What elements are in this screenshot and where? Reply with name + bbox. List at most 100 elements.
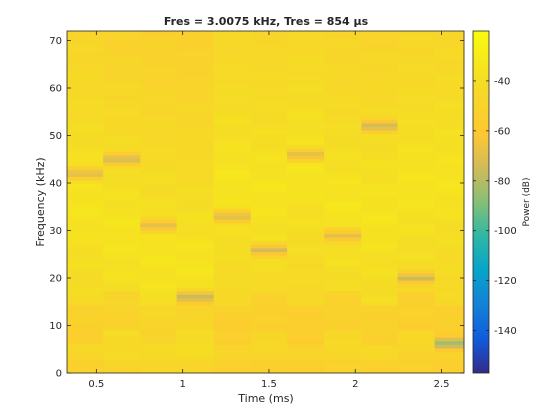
heatmap-cell xyxy=(324,133,362,138)
heatmap-cell xyxy=(176,230,215,235)
heatmap-cell xyxy=(176,337,215,342)
heatmap-cell xyxy=(250,298,288,302)
heatmap-cell xyxy=(434,48,465,52)
heatmap-cell xyxy=(176,237,215,242)
heatmap-cell xyxy=(250,201,288,206)
heatmap-cell xyxy=(324,65,362,70)
heatmap-cell xyxy=(67,355,104,360)
heatmap-cell xyxy=(67,108,104,113)
heatmap-cell xyxy=(324,219,362,224)
heatmap-cell xyxy=(434,219,465,224)
heatmap-cell xyxy=(324,76,362,81)
heatmap-cell xyxy=(140,344,178,349)
heatmap-cell xyxy=(361,137,398,142)
heatmap-cell xyxy=(250,248,288,252)
heatmap-cell xyxy=(287,319,325,324)
heatmap-cell xyxy=(287,119,325,124)
heatmap-cell xyxy=(397,133,436,138)
heatmap-cell xyxy=(361,369,398,374)
heatmap-cell xyxy=(176,80,215,85)
heatmap-cell xyxy=(397,269,436,274)
heatmap-cell xyxy=(361,65,398,70)
colorbar xyxy=(472,30,490,374)
heatmap-cell xyxy=(250,290,288,295)
heatmap-cell xyxy=(287,151,325,156)
heatmap-cell xyxy=(324,44,362,49)
heatmap-cell xyxy=(397,319,436,324)
heatmap-cell xyxy=(397,255,436,260)
heatmap-cell xyxy=(434,280,465,285)
heatmap-cell xyxy=(103,76,141,81)
heatmap-cell xyxy=(361,240,398,245)
heatmap-cell xyxy=(213,205,252,210)
heatmap-cell xyxy=(250,101,288,106)
heatmap-cell xyxy=(176,319,215,324)
heatmap-cell xyxy=(397,73,436,77)
heatmap-cell xyxy=(213,298,252,302)
heatmap-cell xyxy=(324,308,362,313)
heatmap-cell xyxy=(287,108,325,113)
heatmap-cell xyxy=(397,340,436,345)
heatmap-cell xyxy=(250,312,288,317)
heatmap-cell xyxy=(103,280,141,285)
heatmap-cell xyxy=(434,344,465,349)
x-axis-ticks: 0.5 1 1.5 2 2.5 xyxy=(88,31,450,390)
colorbar-tick-label: -120 xyxy=(494,276,517,287)
heatmap-cell xyxy=(324,183,362,188)
heatmap-cell xyxy=(67,87,104,92)
heatmap-cell xyxy=(287,33,325,38)
heatmap-cell xyxy=(287,58,325,63)
heatmap-cell xyxy=(140,130,178,135)
heatmap-cell xyxy=(324,240,362,245)
heatmap-cell xyxy=(287,180,325,185)
heatmap-cell xyxy=(397,348,436,352)
heatmap-cell xyxy=(434,273,465,277)
heatmap-cell xyxy=(434,44,465,49)
heatmap-cell xyxy=(176,44,215,49)
heatmap-cell xyxy=(287,340,325,345)
y-tick-label: 30 xyxy=(49,226,62,237)
heatmap-cell xyxy=(67,351,104,356)
heatmap-cell xyxy=(140,144,178,149)
heatmap-cell xyxy=(250,130,288,135)
heatmap-cell xyxy=(361,144,398,149)
heatmap-cell xyxy=(67,212,104,217)
heatmap-cell xyxy=(213,319,252,324)
heatmap-cell xyxy=(176,298,215,302)
heatmap-cell xyxy=(140,137,178,142)
x-tick-label: 1 xyxy=(179,379,185,390)
heatmap-cell xyxy=(434,65,465,70)
heatmap-cell xyxy=(213,340,252,345)
heatmap-cell xyxy=(176,276,215,281)
heatmap-cells xyxy=(67,31,465,374)
heatmap-cell xyxy=(250,112,288,117)
heatmap-cell xyxy=(213,223,252,227)
heatmap-cell xyxy=(176,290,215,295)
heatmap-cell xyxy=(140,326,178,331)
heatmap-cell xyxy=(176,294,215,299)
heatmap-cell xyxy=(287,123,325,127)
heatmap-cell xyxy=(287,144,325,149)
heatmap-cell xyxy=(140,190,178,195)
heatmap-cell xyxy=(103,355,141,360)
heatmap-cell xyxy=(213,351,252,356)
heatmap-cell xyxy=(250,183,288,188)
heatmap-cell xyxy=(176,165,215,170)
heatmap-cell xyxy=(434,148,465,152)
heatmap-cell xyxy=(103,37,141,42)
heatmap-cell xyxy=(176,187,215,192)
heatmap-cell xyxy=(361,287,398,292)
heatmap-cell xyxy=(176,51,215,56)
heatmap-cell xyxy=(213,58,252,63)
heatmap-cell xyxy=(434,144,465,149)
heatmap-cell xyxy=(176,33,215,38)
heatmap-cell xyxy=(67,233,104,238)
heatmap-cell xyxy=(324,351,362,356)
heatmap-cell xyxy=(140,155,178,160)
heatmap-cell xyxy=(324,62,362,67)
heatmap-cell xyxy=(140,223,178,227)
heatmap-cell xyxy=(67,133,104,138)
heatmap-cell xyxy=(140,94,178,99)
